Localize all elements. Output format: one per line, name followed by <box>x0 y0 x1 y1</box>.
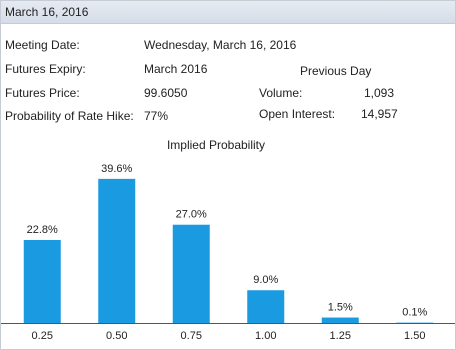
value-label: 39.6% <box>101 163 132 175</box>
field-value: 1,093 <box>364 86 395 100</box>
field-value: 99.6050 <box>144 86 188 100</box>
field-label: Probability of Rate Hike: <box>5 109 134 123</box>
chart: Implied Probability 22.8% 0.25 39.6% 0.50 27… <box>1 138 455 342</box>
chart-title: Implied Probability <box>167 138 265 152</box>
field-value: 14,957 <box>361 107 398 121</box>
value-label: 0.1% <box>402 307 427 319</box>
field-value: 77% <box>144 109 169 123</box>
field-label: Meeting Date: <box>5 38 80 52</box>
field-value: Wednesday, March 16, 2016 <box>144 38 297 52</box>
value-label: 1.5% <box>328 301 353 313</box>
field-label: Futures Expiry: <box>5 62 86 76</box>
x-tick-label: 1.25 <box>330 330 351 342</box>
field-label: Futures Price: <box>5 86 80 100</box>
x-tick-label: 1.50 <box>404 330 425 342</box>
bar <box>172 224 210 323</box>
value-label: 22.8% <box>27 224 58 236</box>
bar <box>247 290 285 323</box>
x-tick-label: 0.75 <box>181 330 202 342</box>
bar <box>321 317 359 323</box>
field-label: Volume: <box>259 86 303 100</box>
value-label: 27.0% <box>176 209 207 221</box>
section-title: Previous Day <box>300 64 372 78</box>
x-tick-label: 0.50 <box>106 330 127 342</box>
x-tick-label: 0.25 <box>32 330 53 342</box>
value-label: 9.0% <box>253 274 278 286</box>
header: March 16, 2016 <box>1 1 455 24</box>
bar <box>98 178 136 323</box>
bar <box>23 240 61 323</box>
field-value: March 2016 <box>144 62 208 76</box>
field-label: Open Interest: <box>259 107 336 121</box>
x-tick-label: 1.00 <box>255 330 276 342</box>
